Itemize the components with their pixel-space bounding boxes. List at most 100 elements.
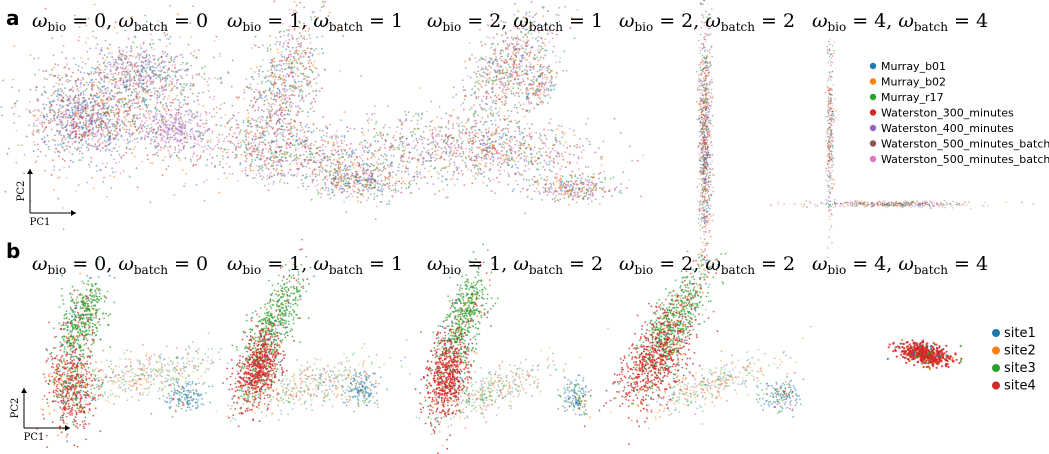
data-point (462, 79, 464, 82)
data-point (142, 66, 144, 68)
data-point (207, 84, 210, 87)
data-point (283, 68, 286, 71)
data-point (558, 14, 560, 17)
data-point (536, 63, 539, 66)
data-point (333, 171, 335, 174)
data-point (113, 115, 116, 118)
data-point (257, 73, 260, 75)
data-point (307, 115, 309, 118)
data-point (65, 109, 67, 112)
data-point (98, 126, 101, 129)
data-point (279, 132, 282, 135)
data-point (375, 161, 378, 164)
data-point (113, 26, 116, 29)
data-point (110, 89, 113, 92)
data-point (248, 86, 251, 89)
data-point (169, 76, 172, 78)
data-point (114, 72, 117, 75)
data-point (214, 124, 217, 126)
data-point (118, 57, 121, 59)
data-point (322, 139, 325, 142)
data-point (395, 180, 398, 183)
data-point (16, 100, 19, 102)
data-point (126, 61, 129, 63)
data-point (104, 68, 107, 71)
data-point (290, 174, 293, 176)
data-point (93, 81, 95, 84)
data-point (308, 56, 310, 59)
data-point (106, 47, 109, 49)
data-point (158, 73, 161, 76)
data-point (254, 132, 257, 135)
data-point (350, 154, 353, 157)
data-point (293, 60, 295, 62)
data-point (494, 94, 497, 97)
data-point (280, 50, 283, 53)
data-point (311, 64, 314, 67)
data-point (119, 66, 122, 68)
data-point (169, 80, 172, 82)
data-point (504, 40, 507, 42)
data-point (281, 77, 284, 80)
data-point (130, 78, 133, 81)
data-point (65, 108, 68, 110)
data-point (191, 113, 194, 116)
data-point (172, 125, 175, 128)
data-point (122, 49, 124, 52)
data-point (254, 119, 257, 122)
data-point (132, 55, 135, 57)
data-point (211, 148, 214, 151)
data-point (96, 170, 98, 173)
data-point (237, 142, 240, 145)
data-point (144, 63, 147, 66)
data-point (527, 40, 529, 43)
data-point (189, 158, 192, 161)
data-point (73, 102, 75, 105)
data-point (307, 162, 309, 165)
data-point (502, 84, 505, 87)
data-point (99, 169, 102, 172)
data-point (220, 147, 223, 150)
data-point (53, 111, 56, 114)
data-point (267, 102, 270, 104)
data-point (371, 187, 373, 190)
data-point (48, 100, 51, 103)
data-point (190, 111, 193, 113)
data-point (117, 139, 120, 141)
data-point (115, 69, 118, 72)
data-point (282, 74, 285, 77)
data-point (85, 110, 88, 113)
data-point (278, 95, 281, 98)
data-point (114, 84, 117, 87)
data-point (147, 91, 150, 94)
data-point (526, 59, 529, 61)
data-point (125, 131, 128, 134)
data-point (517, 65, 519, 68)
data-point (63, 142, 65, 145)
data-point (326, 193, 329, 196)
data-point (386, 164, 389, 167)
data-point (133, 76, 135, 79)
data-point (126, 113, 129, 116)
data-point (179, 63, 182, 66)
data-point (63, 148, 66, 151)
data-point (506, 68, 509, 71)
data-point (279, 78, 282, 81)
data-point (128, 75, 131, 77)
data-point (120, 55, 123, 58)
data-point (292, 159, 295, 162)
data-point (247, 116, 250, 119)
data-point (196, 95, 199, 98)
data-point (170, 59, 173, 62)
data-point (51, 108, 54, 111)
data-point (131, 134, 133, 136)
data-point (63, 66, 66, 69)
data-point (261, 164, 263, 167)
data-point (161, 86, 164, 89)
data-point (177, 117, 180, 120)
data-point (389, 165, 392, 167)
data-point (287, 54, 290, 56)
data-point (358, 143, 361, 146)
data-point (103, 85, 105, 88)
data-point (302, 100, 305, 102)
